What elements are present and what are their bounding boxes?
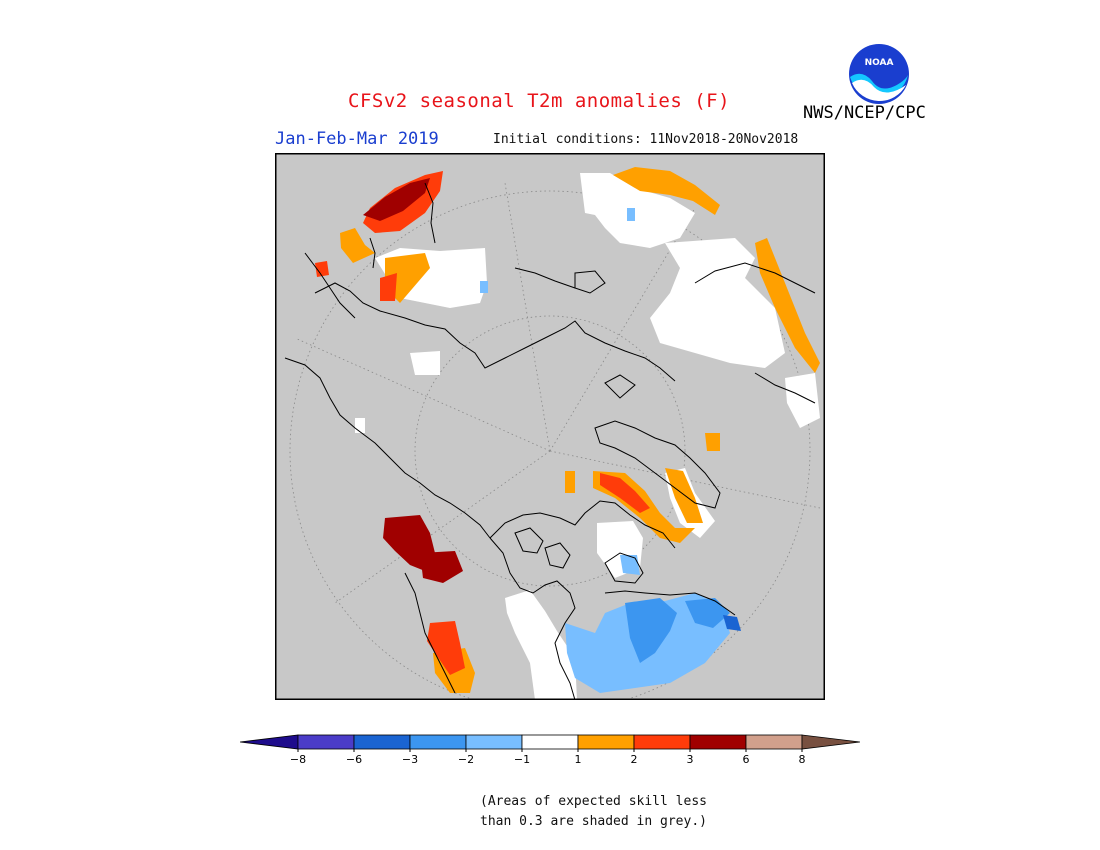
forecast-period: Jan-Feb-Mar 2019 (275, 129, 439, 149)
logo-text: NOAA (865, 58, 894, 68)
coastlines (284, 182, 816, 700)
anomaly-medium-blue (625, 598, 730, 663)
legend-swatch (409, 734, 467, 750)
graticule (289, 182, 821, 700)
polar-map (275, 153, 825, 700)
legend-label: 3 (687, 753, 694, 766)
legend-label: −2 (458, 753, 474, 766)
legend-label: 1 (575, 753, 582, 766)
legend-swatches (240, 734, 860, 750)
legend-swatch (465, 734, 523, 750)
legend-label: 6 (743, 753, 750, 766)
skill-footnote: (Areas of expected skill less than 0.3 a… (480, 792, 707, 832)
anomaly-dark-blue (723, 615, 741, 631)
legend-label: −8 (290, 753, 306, 766)
map-frame (275, 153, 825, 700)
legend-swatch (801, 734, 860, 750)
chart-title: CFSv2 seasonal T2m anomalies (F) (348, 90, 731, 112)
legend-swatch (745, 734, 803, 750)
footnote-line-1: (Areas of expected skill less (480, 794, 707, 809)
legend-swatch (240, 734, 299, 750)
legend-swatch (689, 734, 747, 750)
legend-label: −6 (346, 753, 362, 766)
legend-swatch (633, 734, 691, 750)
initial-conditions: Initial conditions: 11Nov2018-20Nov2018 (493, 132, 799, 147)
anomaly-dark-red (363, 178, 463, 583)
legend-label: 8 (799, 753, 806, 766)
noaa-logo: NOAA (849, 44, 909, 104)
legend-swatch (577, 734, 635, 750)
legend-label: −1 (514, 753, 530, 766)
legend-swatch (353, 734, 411, 750)
legend-label: −3 (402, 753, 418, 766)
agency-label: NWS/NCEP/CPC (803, 103, 926, 123)
legend-swatch (521, 734, 579, 750)
legend-swatch (297, 734, 355, 750)
footnote-line-2: than 0.3 are shaded in grey.) (480, 814, 707, 829)
color-legend: −8 −6 −3 −2 −1 1 2 3 6 8 (240, 734, 860, 766)
legend-label: 2 (631, 753, 638, 766)
legend-labels: −8 −6 −3 −2 −1 1 2 3 6 8 (290, 749, 806, 766)
